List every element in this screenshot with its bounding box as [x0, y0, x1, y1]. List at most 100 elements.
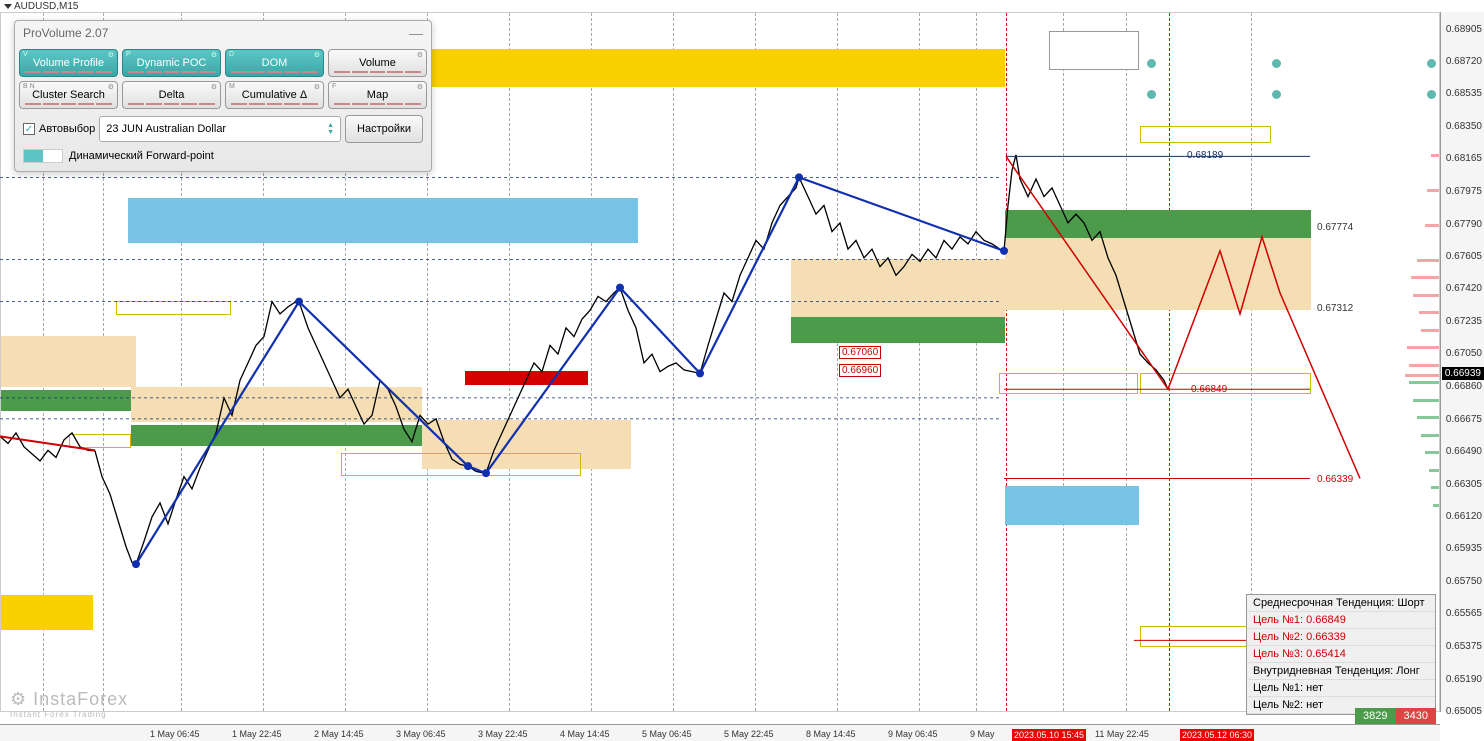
volume-profile-bar	[1409, 381, 1439, 384]
panel-button-dynamic-poc[interactable]: Dynamic POCP⚙	[122, 49, 221, 77]
zone	[1005, 210, 1139, 238]
y-tick: 0.68905	[1446, 24, 1482, 35]
y-tick: 0.66490	[1446, 446, 1482, 457]
info-row: Цель №3: 0.65414	[1247, 646, 1435, 663]
gear-icon[interactable]: ⚙	[417, 83, 423, 91]
settings-button[interactable]: Настройки	[345, 115, 423, 143]
panel-button-volume[interactable]: Volume⚙	[328, 49, 427, 77]
info-row: Среднесрочная Тенденция: Шорт	[1247, 595, 1435, 612]
y-axis: 0.689050.687200.685350.683500.681650.679…	[1440, 12, 1484, 712]
y-tick: 0.65565	[1446, 608, 1482, 619]
grid-line-v	[976, 13, 977, 711]
zone	[1, 390, 136, 411]
volume-profile-bar	[1429, 469, 1439, 472]
panel-button-cluster-search[interactable]: Cluster SearchB N⚙	[19, 81, 118, 109]
y-tick: 0.66305	[1446, 479, 1482, 490]
gear-icon[interactable]: ⚙	[314, 51, 320, 59]
spinner-arrows-icon: ▲▼	[327, 122, 334, 136]
x-tick: 11 May 22:45	[1095, 729, 1149, 739]
panel-button-map[interactable]: MapF⚙	[328, 81, 427, 109]
contract-value: 23 JUN Australian Dollar	[106, 123, 226, 135]
contract-select[interactable]: 23 JUN Australian Dollar ▲▼	[99, 116, 341, 142]
y-tick: 0.68165	[1446, 153, 1482, 164]
x-tick: 3 May 22:45	[478, 729, 528, 739]
panel-button-dom[interactable]: DOMD⚙	[225, 49, 324, 77]
x-tick: 9 May	[970, 729, 995, 739]
fwd-label: Динамический Forward-point	[69, 150, 214, 162]
volume-profile-bar	[1419, 311, 1439, 314]
panel-button-delta[interactable]: Delta⚙	[122, 81, 221, 109]
gear-icon[interactable]: ⚙	[417, 51, 423, 59]
zone	[791, 317, 1005, 343]
volume-profile-bar	[1427, 189, 1439, 192]
y-tick: 0.65190	[1446, 674, 1482, 685]
volume-profile-bar	[1425, 224, 1439, 227]
grid-line-v	[1126, 13, 1127, 711]
zone-outline	[1140, 126, 1271, 144]
price-label-boxed: 0.66960	[839, 364, 881, 377]
y-tick: 0.66860	[1446, 381, 1482, 392]
y-tick: 0.67050	[1446, 348, 1482, 359]
panel-button-volume-profile[interactable]: Volume ProfileV⚙	[19, 49, 118, 77]
gear-icon[interactable]: ⚙	[108, 51, 114, 59]
zone	[1049, 31, 1139, 70]
x-tick: 5 May 22:45	[724, 729, 774, 739]
grid-line-v	[919, 13, 920, 711]
volume-profile-bar	[1431, 154, 1439, 157]
gear-icon[interactable]: ⚙	[314, 83, 320, 91]
y-tick: 0.67235	[1446, 316, 1482, 327]
panel-row-contract: ✓ Автовыбор 23 JUN Australian Dollar ▲▼ …	[19, 113, 427, 145]
grid-line-red	[1169, 13, 1170, 711]
volume-profile-bar	[1431, 486, 1439, 489]
panel-row-1: Volume ProfileV⚙Dynamic POCP⚙DOMD⚙Volume…	[19, 49, 427, 77]
forward-point-row: Динамический Forward-point	[19, 145, 427, 167]
auto-checkbox[interactable]: ✓ Автовыбор	[23, 123, 95, 135]
price-label: 0.66849	[1191, 384, 1227, 395]
fwd-swatch	[23, 149, 63, 163]
logo: ⚙ InstaForex Instant Forex Trading	[10, 689, 128, 719]
grid-line-v	[1063, 13, 1064, 711]
panel-button-cumulative-δ[interactable]: Cumulative ΔM⚙	[225, 81, 324, 109]
x-tick: 4 May 14:45	[560, 729, 610, 739]
panel-titlebar[interactable]: ProVolume 2.07 —	[15, 21, 431, 45]
zone	[791, 259, 1005, 317]
price-label-boxed: 0.67060	[839, 346, 881, 359]
x-highlight: 2023.05.10 15:45	[1012, 729, 1086, 741]
teal-dot	[1147, 90, 1156, 99]
minimize-icon[interactable]: —	[409, 21, 423, 45]
info-row: Цель №1: нет	[1247, 680, 1435, 697]
check-icon: ✓	[23, 123, 35, 135]
volume-profile-bar	[1413, 294, 1439, 297]
gear-icon[interactable]: ⚙	[211, 83, 217, 91]
volume-profile-bar	[1413, 399, 1439, 402]
grid-line-v	[673, 13, 674, 711]
chart-container: AUDUSD,M15 0.681890.677740.673120.668490…	[0, 0, 1484, 741]
price-label: 0.66339	[1317, 474, 1353, 485]
info-row: Цель №2: 0.66339	[1247, 629, 1435, 646]
x-tick: 2 May 14:45	[314, 729, 364, 739]
y-tick: 0.65750	[1446, 576, 1482, 587]
y-tick: 0.67605	[1446, 251, 1482, 262]
y-tick: 0.67790	[1446, 219, 1482, 230]
zone	[465, 371, 588, 385]
provolume-panel[interactable]: ProVolume 2.07 — Volume ProfileV⚙Dynamic…	[14, 20, 432, 172]
zone	[1005, 238, 1139, 310]
y-tick: 0.65375	[1446, 641, 1482, 652]
gear-icon[interactable]: ⚙	[108, 83, 114, 91]
zone	[431, 49, 1005, 88]
zone	[1, 595, 93, 630]
zone-outline	[999, 373, 1138, 394]
x-tick: 1 May 22:45	[232, 729, 282, 739]
bottom-badges: 38293430	[1355, 708, 1436, 724]
info-row: Внутридневная Тенденция: Лонг	[1247, 663, 1435, 680]
teal-dot	[1427, 59, 1436, 68]
zone	[1139, 238, 1311, 310]
zone	[1139, 210, 1311, 238]
grid-line-v	[755, 13, 756, 711]
volume-profile-bar	[1433, 504, 1439, 507]
y-tick: 0.66675	[1446, 414, 1482, 425]
panel-title: ProVolume 2.07	[23, 21, 108, 45]
grid-line-red	[1006, 13, 1007, 711]
y-tick: 0.65935	[1446, 543, 1482, 554]
gear-icon[interactable]: ⚙	[211, 51, 217, 59]
